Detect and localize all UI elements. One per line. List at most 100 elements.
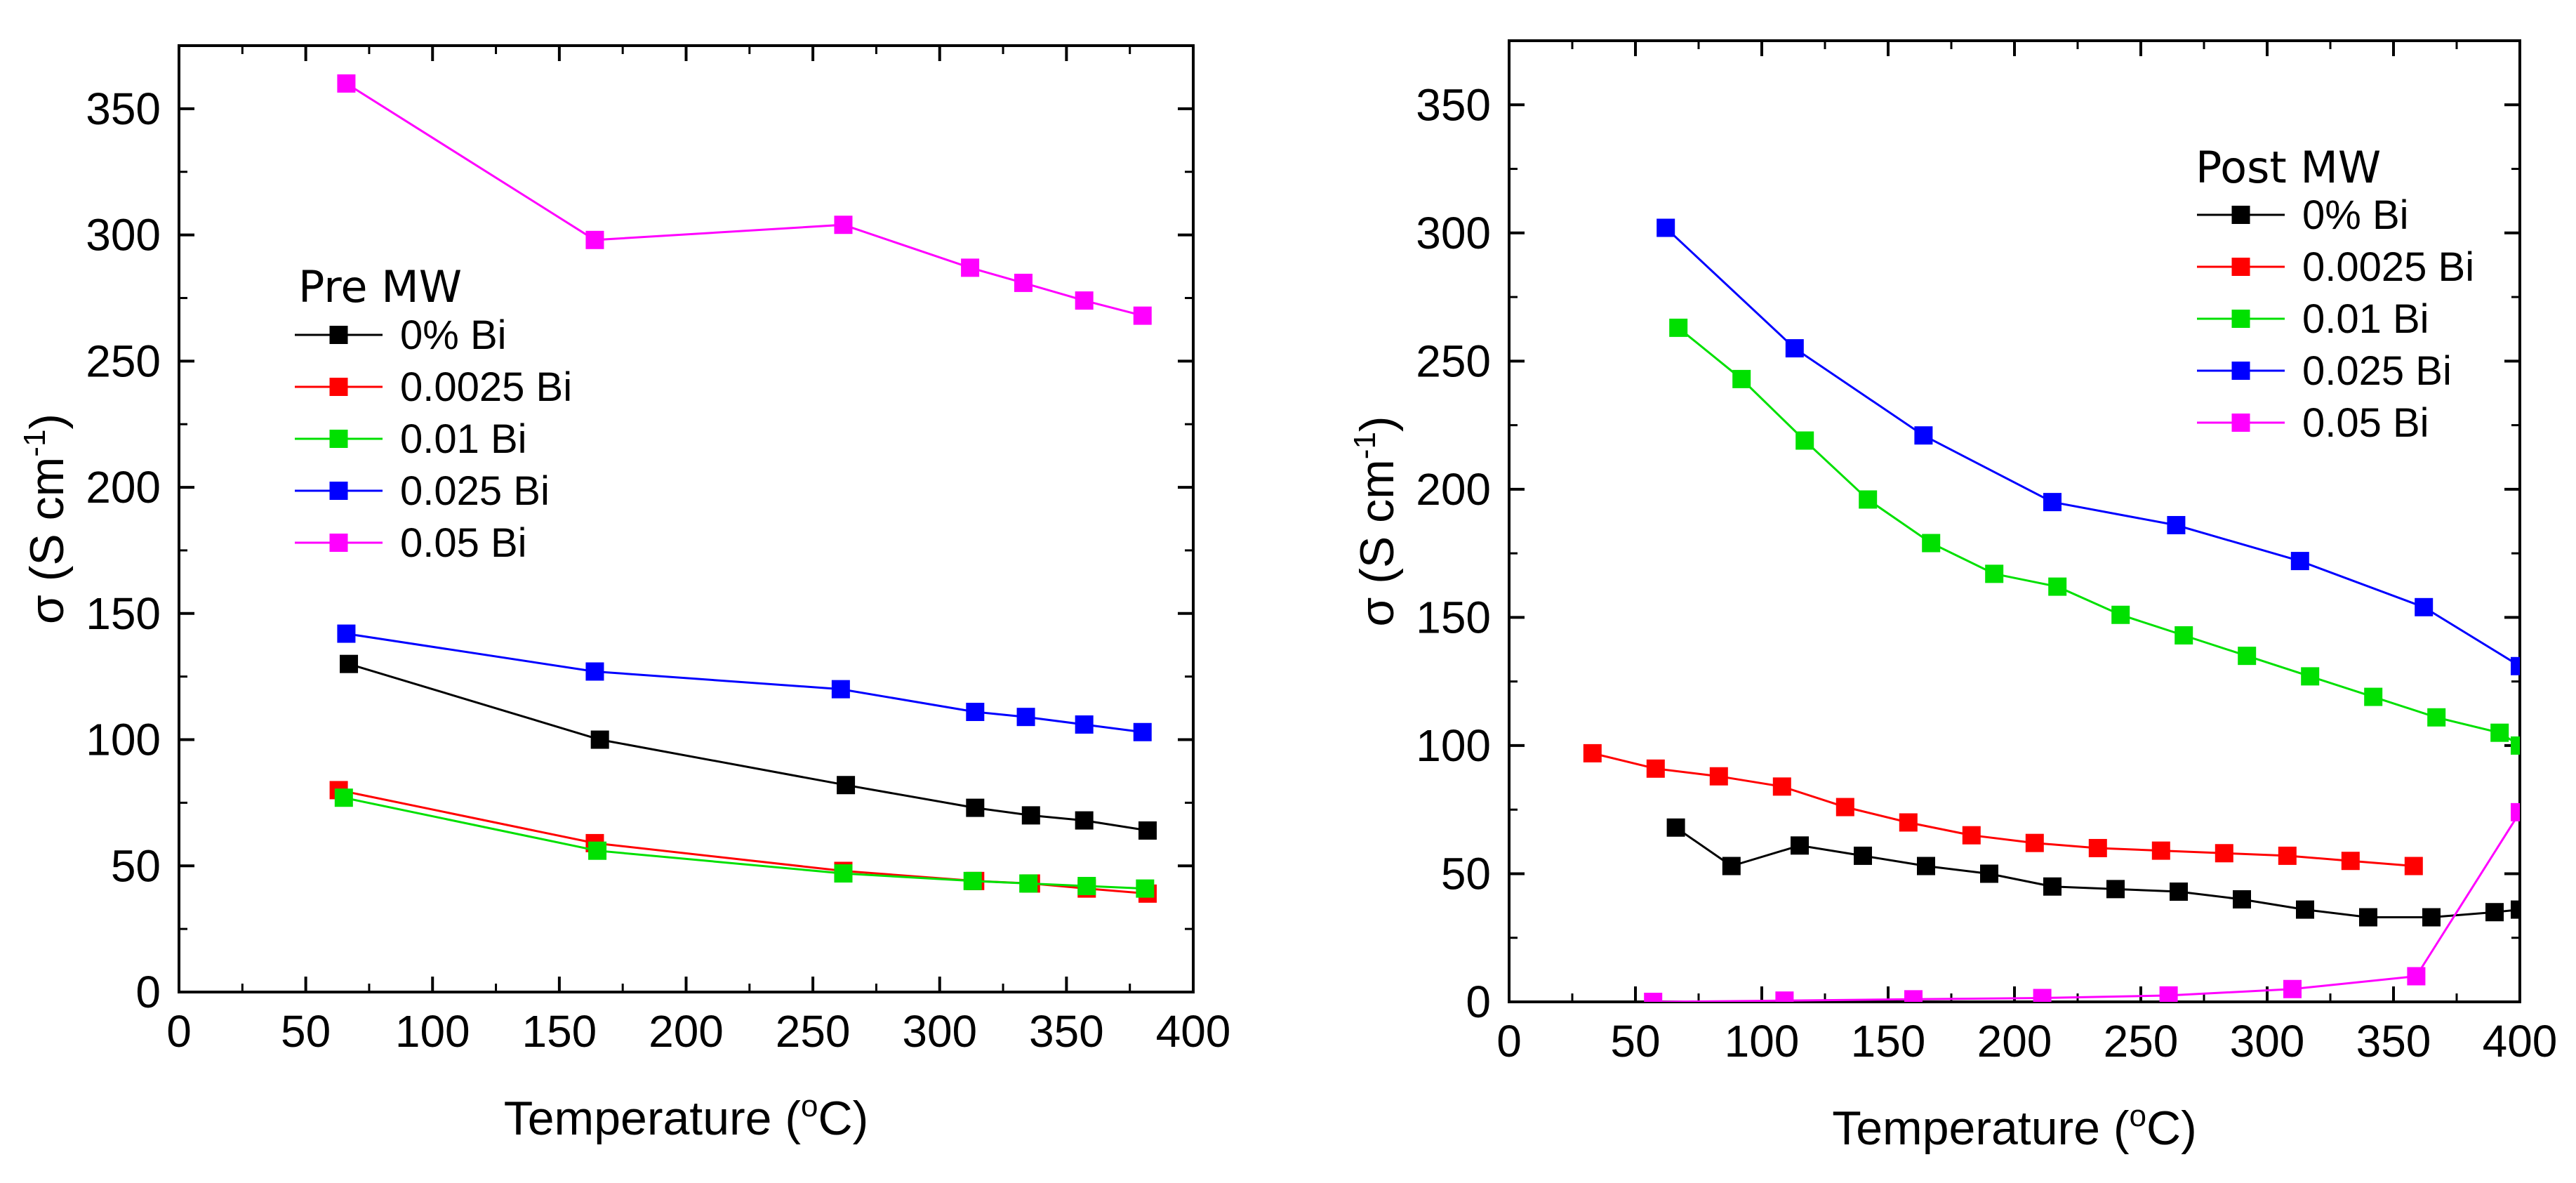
data-point xyxy=(2341,852,2360,871)
data-point xyxy=(2278,846,2297,865)
data-point xyxy=(1899,813,1918,832)
data-point xyxy=(1016,708,1035,727)
data-point xyxy=(1075,291,1094,310)
data-point xyxy=(1133,722,1152,741)
data-point xyxy=(2175,626,2193,645)
data-point xyxy=(1791,836,1809,855)
data-point xyxy=(590,730,609,749)
data-point xyxy=(1666,818,1685,837)
y-axis-title-main: σ (S cm xyxy=(20,457,74,624)
data-point xyxy=(2290,552,2309,571)
data-point xyxy=(340,654,359,673)
y-axis-title-tail: ) xyxy=(20,414,74,430)
legend-label: 0.05 Bi xyxy=(2302,400,2429,446)
x-tick-label: 250 xyxy=(776,1006,851,1057)
data-point xyxy=(1835,798,1854,817)
legend-title: Pre MW xyxy=(298,261,462,312)
legend-marker xyxy=(2231,362,2250,380)
data-point xyxy=(2043,493,2062,512)
data-point xyxy=(2167,515,2186,534)
y-axis-title-sup: -1 xyxy=(18,430,52,457)
x-tick-label: 350 xyxy=(1029,1006,1104,1057)
data-point xyxy=(831,680,850,699)
data-point xyxy=(2359,908,2377,927)
x-tick-label: 300 xyxy=(2230,1016,2305,1066)
data-point xyxy=(1136,879,1155,898)
x-axis-title: Temperature (oC) xyxy=(1832,1099,2197,1155)
legend: Post MW0% Bi 0.0025 Bi 0.01 Bi 0.025 Bi 0.05… xyxy=(2196,142,2474,446)
data-point xyxy=(1709,767,1728,786)
data-point xyxy=(2238,647,2257,666)
data-point xyxy=(961,258,980,277)
data-point xyxy=(2422,908,2441,927)
series-line-1 xyxy=(1592,752,2414,867)
x-tick-label: 100 xyxy=(1725,1016,1800,1066)
legend-marker xyxy=(2231,414,2250,432)
data-point xyxy=(585,230,604,249)
x-tick-label: 250 xyxy=(2104,1016,2179,1066)
series-line-4 xyxy=(1653,812,2520,1002)
data-point xyxy=(1077,877,1096,896)
data-point xyxy=(2511,656,2520,675)
data-point xyxy=(1646,759,1665,778)
data-point xyxy=(2088,838,2107,857)
y-tick-label: 200 xyxy=(1416,464,1491,515)
legend-marker xyxy=(2231,310,2250,328)
data-point xyxy=(834,216,853,234)
y-tick-label: 150 xyxy=(86,588,161,639)
data-point xyxy=(2033,989,2052,1002)
x-axis-title-tail: C) xyxy=(2146,1102,2197,1155)
data-point xyxy=(1722,857,1741,875)
x-axis-title-main: Temperature ( xyxy=(1832,1102,2130,1155)
data-point xyxy=(2043,877,2062,896)
data-point xyxy=(2151,841,2170,860)
data-point xyxy=(1980,864,1998,883)
y-tick-label: 100 xyxy=(1416,720,1491,771)
data-point xyxy=(2511,736,2520,755)
series-group xyxy=(1583,218,2520,1002)
data-point xyxy=(1917,857,1935,875)
y-tick-label: 0 xyxy=(1466,977,1491,1027)
data-point xyxy=(1133,306,1152,325)
data-point xyxy=(1854,846,1872,865)
data-point xyxy=(2301,667,2320,686)
data-point xyxy=(834,864,853,883)
data-point xyxy=(1922,534,1941,553)
post-mw-panel: 0 50 100 150 200 250 300 350 400 0 50 100 150 200 250 3… xyxy=(1348,39,2558,1155)
y-tick-label: 350 xyxy=(86,84,161,134)
data-point xyxy=(2215,844,2233,863)
data-point xyxy=(1785,339,1804,358)
legend-marker xyxy=(329,326,348,344)
legend-label: 0.0025 Bi xyxy=(2302,244,2474,290)
data-point xyxy=(1669,318,1688,337)
data-point xyxy=(2159,986,2178,1002)
x-axis-title-sup: o xyxy=(801,1089,818,1123)
data-point xyxy=(2490,723,2509,742)
y-tick-label: 300 xyxy=(86,210,161,260)
data-point xyxy=(588,841,607,860)
legend-label: 0% Bi xyxy=(2302,192,2409,238)
legend-label: 0.05 Bi xyxy=(400,520,527,566)
x-tick-label: 400 xyxy=(2483,1016,2558,1066)
legend-marker xyxy=(329,482,348,500)
data-point xyxy=(2407,967,2426,986)
data-point xyxy=(334,788,353,807)
data-point xyxy=(1657,218,1675,237)
data-point xyxy=(1021,806,1040,825)
x-axis-title-tail: C) xyxy=(818,1092,869,1145)
data-point xyxy=(1014,273,1033,292)
y-tick-label: 50 xyxy=(1441,848,1491,899)
legend-marker xyxy=(2231,206,2250,224)
x-tick-label: 0 xyxy=(1496,1016,1522,1066)
x-axis-title-sup: o xyxy=(2130,1099,2146,1133)
x-tick-label: 50 xyxy=(281,1006,331,1057)
legend-marker xyxy=(2231,258,2250,276)
y-axis-title: σ (S cm-1) xyxy=(1348,416,1404,626)
y-tick-label: 150 xyxy=(1416,592,1491,642)
data-point xyxy=(963,871,982,890)
y-tick-label: 350 xyxy=(1416,79,1491,130)
x-tick-label: 50 xyxy=(1610,1016,1660,1066)
y-tick-label: 300 xyxy=(1416,208,1491,258)
data-point xyxy=(2511,802,2520,821)
x-tick-label: 200 xyxy=(649,1006,724,1057)
